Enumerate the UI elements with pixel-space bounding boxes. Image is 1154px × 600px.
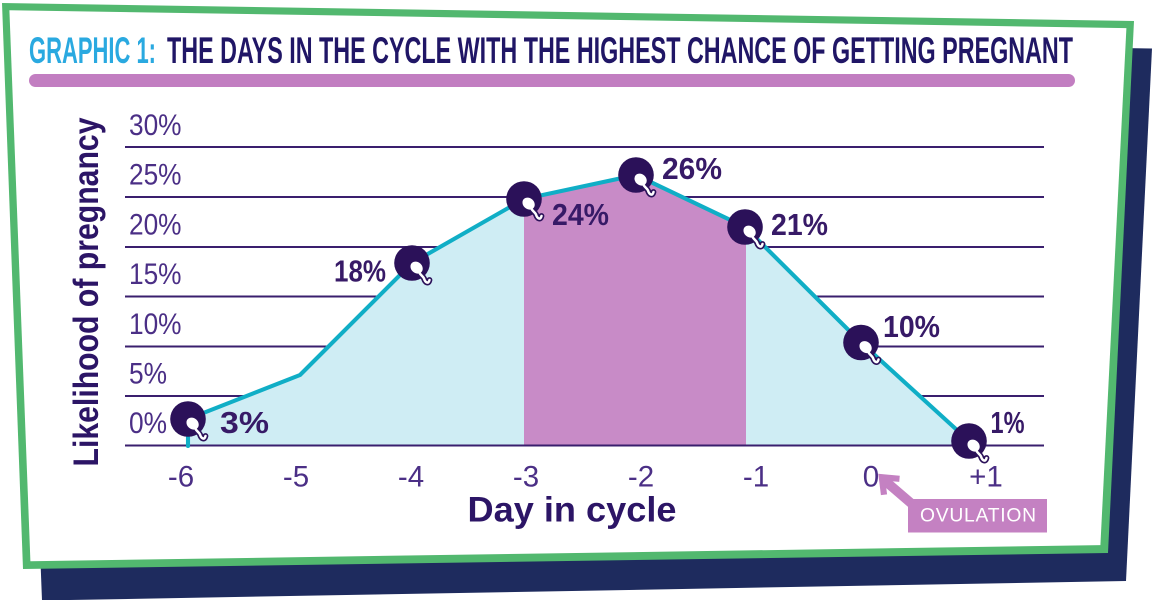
svg-text:5%: 5% xyxy=(129,358,167,391)
svg-text:25%: 25% xyxy=(129,159,182,192)
svg-text:10%: 10% xyxy=(129,308,182,341)
svg-text:OVULATION: OVULATION xyxy=(920,506,1036,527)
svg-text:-5: -5 xyxy=(283,461,309,494)
svg-text:3%: 3% xyxy=(220,405,269,440)
svg-text:Likelihood of pregnancy: Likelihood of pregnancy xyxy=(67,117,106,466)
svg-text:30%: 30% xyxy=(129,109,182,142)
svg-text:0%: 0% xyxy=(129,407,167,440)
svg-text:THE DAYS IN THE CYCLE WITH THE: THE DAYS IN THE CYCLE WITH THE HIGHEST C… xyxy=(167,30,1073,71)
svg-text:10%: 10% xyxy=(883,309,940,344)
svg-text:-6: -6 xyxy=(168,461,194,494)
svg-text:15%: 15% xyxy=(129,258,182,291)
svg-text:-1: -1 xyxy=(743,461,769,494)
svg-text:20%: 20% xyxy=(129,209,182,242)
svg-text:1%: 1% xyxy=(991,405,1025,440)
svg-text:18%: 18% xyxy=(334,254,386,289)
svg-text:0: 0 xyxy=(863,461,879,494)
svg-text:Day in cycle: Day in cycle xyxy=(468,491,677,530)
svg-text:24%: 24% xyxy=(552,197,609,232)
svg-text:-3: -3 xyxy=(513,461,539,494)
svg-text:-2: -2 xyxy=(628,461,654,494)
svg-text:+1: +1 xyxy=(969,461,1003,494)
svg-text:-4: -4 xyxy=(398,461,424,494)
svg-text:21%: 21% xyxy=(771,207,828,242)
svg-text:26%: 26% xyxy=(662,151,722,186)
svg-text:GRAPHIC 1:: GRAPHIC 1: xyxy=(29,30,156,71)
